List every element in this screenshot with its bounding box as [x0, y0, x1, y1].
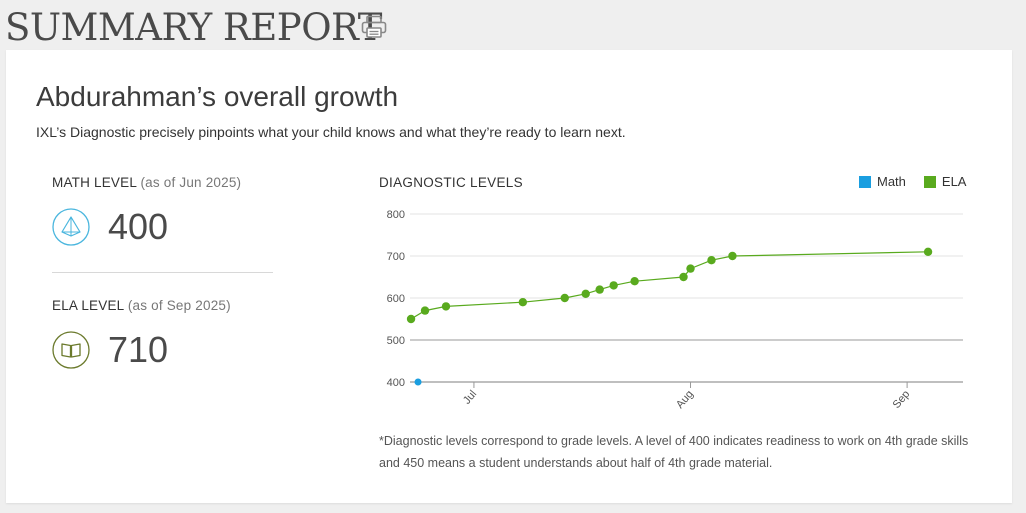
ela-point-10	[686, 264, 695, 273]
growth-title: Abdurahman’s overall growth	[36, 81, 399, 112]
legend-swatch-math	[859, 175, 871, 188]
level-divider	[52, 272, 273, 273]
x-tick-label-sep: Sep	[891, 388, 913, 411]
legend-swatch-ela	[923, 175, 936, 188]
chart-title: DIAGNOSTIC LEVELS	[379, 175, 523, 190]
growth-subtitle: IXL’s Diagnostic precisely pinpoints wha…	[36, 124, 626, 140]
ela-level-label: ELA LEVEL (as of Sep 2025)	[52, 297, 292, 315]
ela-series-line	[410, 251, 929, 320]
ela-point-8	[630, 277, 639, 286]
y-tick-label-500: 500	[387, 335, 405, 347]
growth-card: Abdurahman’s overall growth IXL’s Diagno…	[6, 50, 1012, 503]
math-level-title: MATH LEVEL	[52, 175, 137, 190]
ela-point-4	[560, 293, 569, 303]
ela-point-3	[518, 298, 528, 307]
legend-item-ela[interactable]: ELA	[923, 174, 967, 189]
y-tick-label-700: 700	[387, 251, 405, 263]
ela-point-0	[406, 314, 416, 324]
y-tick-label-400: 400	[387, 377, 405, 389]
ela-point-5	[581, 289, 590, 298]
math-point-0	[414, 378, 422, 386]
ela-level-value: 710	[108, 329, 169, 370]
pyramid-icon	[52, 208, 90, 246]
printer-icon[interactable]	[361, 15, 387, 39]
ela-point-6	[595, 285, 604, 294]
legend-label-ela: ELA	[941, 174, 967, 189]
chart-footnote: *Diagnostic levels correspond to grade l…	[379, 434, 969, 470]
ela-point-9	[679, 272, 688, 282]
math-level-value: 400	[108, 206, 169, 247]
legend-label-math: Math	[877, 174, 906, 189]
ela-point-1	[420, 306, 430, 315]
book-icon	[52, 331, 90, 369]
ela-point-11	[707, 256, 716, 265]
y-tick-label-600: 600	[387, 293, 405, 305]
math-level-label: MATH LEVEL (as of Jun 2025)	[52, 174, 292, 192]
x-tick-label-jul: Jul	[461, 388, 479, 406]
ela-level-block: ELA LEVEL (as of Sep 2025) 710	[52, 297, 292, 377]
ela-level-title: ELA LEVEL	[52, 298, 124, 313]
page-title: SUMMARY REPORT	[5, 6, 382, 49]
math-level-as-of: (as of Jun 2025)	[140, 175, 242, 190]
math-level-block: MATH LEVEL (as of Jun 2025) 400	[52, 174, 292, 254]
ela-point-7	[609, 281, 618, 290]
ela-point-13	[923, 247, 933, 256]
ela-point-12	[728, 251, 737, 261]
y-tick-label-800: 800	[387, 209, 405, 221]
legend-item-math[interactable]: Math	[859, 174, 906, 189]
diagnostic-levels-chart: 400 500 600 700 800 Jul Aug Sep	[387, 209, 963, 411]
ela-point-2	[441, 302, 451, 311]
ela-level-as-of: (as of Sep 2025)	[127, 298, 231, 313]
x-tick-label-aug: Aug	[674, 388, 696, 411]
chart-legend: Math ELA	[859, 174, 966, 189]
